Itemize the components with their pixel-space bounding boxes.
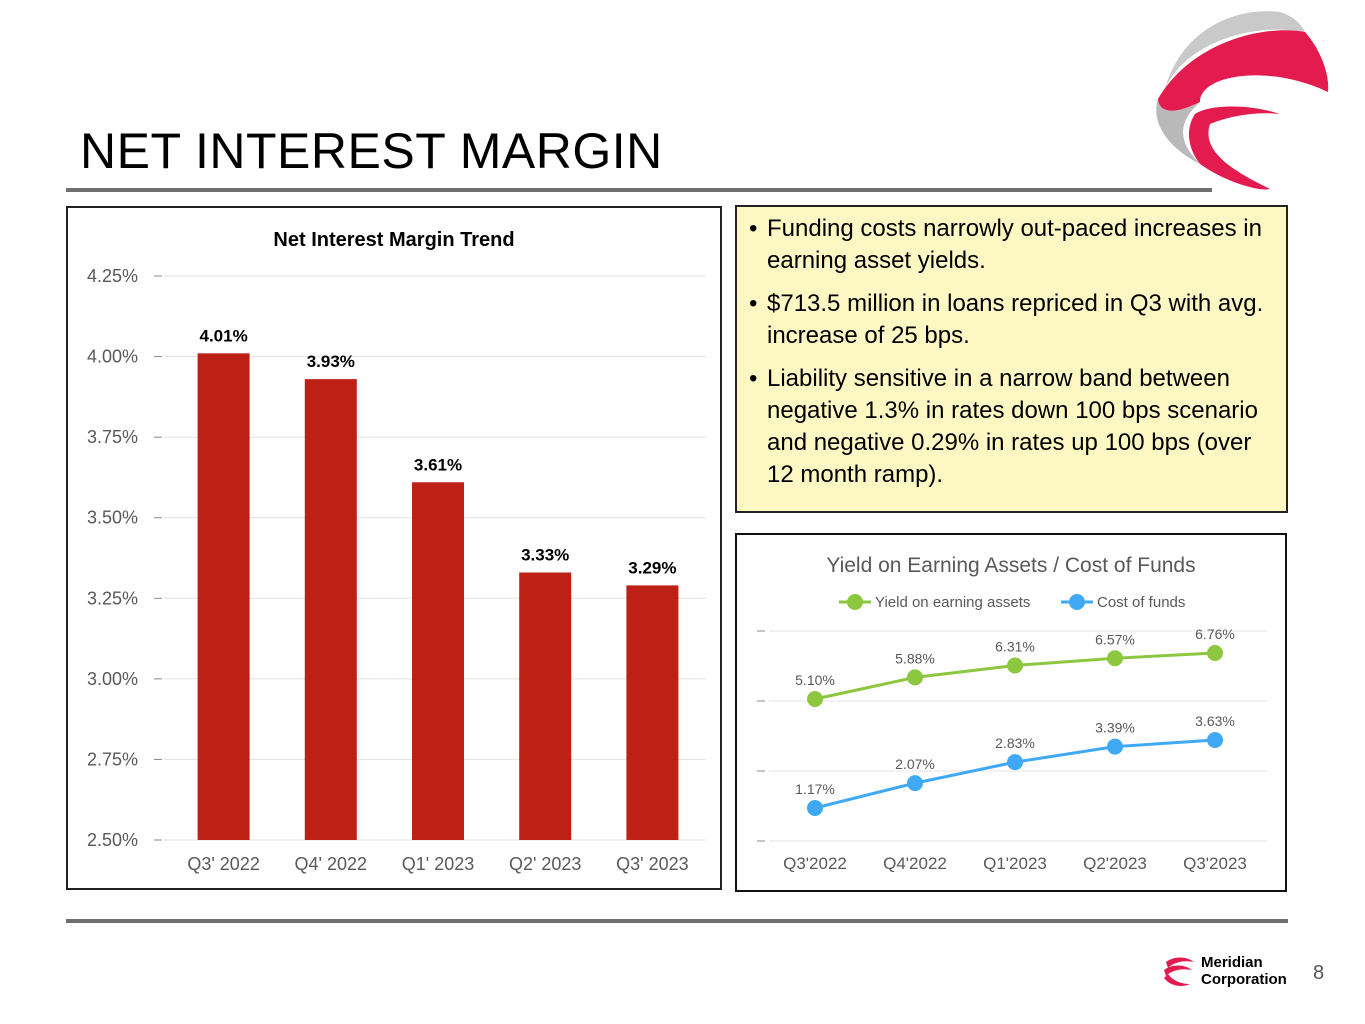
point-data-label: 5.88%	[895, 650, 935, 666]
title-divider	[66, 188, 1212, 192]
brand-logo-icon	[1156, 11, 1329, 190]
company-name: Meridian Corporation	[1201, 954, 1287, 988]
x-tick-label: Q2'2023	[1083, 854, 1147, 873]
x-tick-label: Q3'2022	[783, 854, 847, 873]
bar-data-label: 3.61%	[414, 455, 462, 474]
y-tick-label: 3.25%	[87, 588, 138, 608]
x-tick-label: Q4'2022	[883, 854, 947, 873]
page-number: 8	[1313, 962, 1325, 984]
point-data-label: 6.76%	[1195, 626, 1235, 642]
bar-data-label: 3.33%	[521, 546, 569, 565]
y-tick-label: 3.00%	[87, 669, 138, 689]
x-tick-label: Q2' 2023	[509, 854, 582, 874]
company-logo-icon	[1164, 957, 1194, 986]
x-tick-label: Q3' 2023	[616, 854, 689, 874]
series-point	[807, 800, 823, 816]
commentary-callout: • Funding costs narrowly out-paced increa…	[735, 205, 1288, 513]
bar	[304, 379, 357, 840]
series-point	[1007, 754, 1023, 771]
y-tick-label: 3.50%	[87, 508, 138, 528]
yield-cost-line-chart: Yield on Earning Assets / Cost of Funds …	[757, 554, 1267, 873]
y-tick-label: 3.75%	[87, 427, 138, 447]
bar-chart-title: Net Interest Margin Trend	[273, 229, 514, 251]
nim-bar-chart: Net Interest Margin Trend 2.50% 2.75% 3.00…	[87, 229, 706, 874]
nim-chart-panel: Net Interest Margin Trend 2.50% 2.75% 3.00…	[66, 206, 722, 890]
series-point	[907, 775, 923, 792]
bar	[519, 572, 572, 840]
bullet-item: • Funding costs narrowly out-paced increa…	[749, 215, 1262, 274]
y-tick-label: 4.25%	[87, 266, 138, 286]
bullet-item: • $713.5 million in loans repriced in Q3 …	[749, 290, 1264, 349]
point-data-label: 3.63%	[1195, 713, 1235, 729]
bullet-item: • Liability sensitive in a narrow band be…	[749, 365, 1258, 488]
bar-data-label: 3.29%	[628, 558, 676, 577]
y-tick-label: 2.50%	[87, 830, 138, 850]
point-data-label: 2.07%	[895, 756, 935, 772]
series-point	[807, 691, 823, 707]
series-point	[1007, 657, 1023, 674]
legend-marker	[847, 594, 863, 610]
series-point	[907, 669, 923, 686]
x-tick-label: Q1' 2023	[402, 854, 475, 874]
point-data-label: 6.31%	[995, 638, 1035, 654]
point-data-label: 6.57%	[1095, 631, 1135, 647]
footer-divider	[66, 919, 1288, 923]
x-tick-label: Q4' 2022	[295, 854, 368, 874]
series-point	[1107, 738, 1123, 755]
legend-label: Yield on earning assets	[875, 594, 1030, 611]
point-data-label: 5.10%	[795, 672, 835, 688]
legend-label: Cost of funds	[1097, 594, 1185, 611]
page-title: NET INTEREST MARGIN	[80, 123, 663, 179]
bar	[412, 482, 464, 840]
series-point	[1107, 650, 1123, 667]
commentary-bullets: • Funding costs narrowly out-paced increa…	[737, 207, 1286, 491]
bar	[197, 353, 250, 840]
point-data-label: 1.17%	[795, 781, 835, 797]
y-tick-label: 2.75%	[87, 749, 138, 769]
point-data-label: 2.83%	[995, 735, 1035, 751]
bar-data-label: 3.93%	[307, 352, 355, 371]
series-point	[1207, 732, 1223, 748]
legend-marker	[1069, 594, 1085, 610]
point-data-label: 3.39%	[1095, 720, 1135, 736]
line-chart-title: Yield on Earning Assets / Cost of Funds	[826, 554, 1195, 577]
yield-cost-chart-panel: Yield on Earning Assets / Cost of Funds …	[735, 533, 1287, 892]
bar-data-label: 4.01%	[199, 326, 247, 345]
x-tick-label: Q3'2023	[1183, 854, 1247, 873]
x-tick-label: Q3' 2022	[187, 854, 260, 874]
series-point	[1207, 645, 1223, 661]
x-tick-label: Q1'2023	[983, 854, 1047, 873]
bar	[626, 585, 679, 840]
y-tick-label: 4.00%	[87, 347, 138, 367]
